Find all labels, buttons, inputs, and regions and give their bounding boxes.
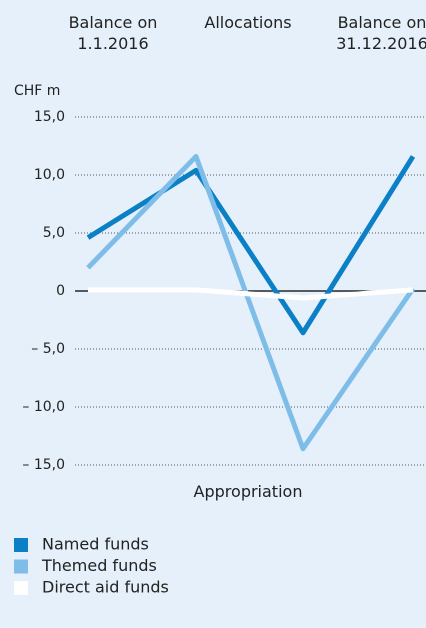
legend-label: Direct aid funds bbox=[42, 578, 169, 597]
y-tick-label: 15,0 bbox=[34, 109, 65, 125]
y-tick-label: – 10,0 bbox=[22, 399, 65, 415]
series-line bbox=[86, 153, 416, 452]
category-label: Balance on 1.1.2016 bbox=[68, 13, 158, 53]
series-line bbox=[86, 155, 416, 336]
category-label: Balance on 31.12.2016 bbox=[336, 13, 426, 53]
y-axis-label: CHF m bbox=[14, 83, 60, 99]
y-tick-label: 0 bbox=[56, 283, 65, 299]
series-line bbox=[88, 287, 414, 301]
category-label: Allocations bbox=[204, 13, 292, 32]
y-tick-label: 5,0 bbox=[43, 225, 65, 241]
legend-label: Themed funds bbox=[41, 556, 157, 575]
legend-swatch bbox=[14, 538, 28, 552]
legend-swatch bbox=[14, 581, 28, 595]
legend-label: Named funds bbox=[42, 535, 149, 554]
y-tick-label: – 5,0 bbox=[31, 341, 65, 357]
category-label: Appropriation bbox=[193, 482, 303, 501]
y-tick-label: – 15,0 bbox=[22, 457, 65, 473]
legend-swatch bbox=[14, 559, 28, 574]
y-tick-label: 10,0 bbox=[34, 167, 65, 183]
